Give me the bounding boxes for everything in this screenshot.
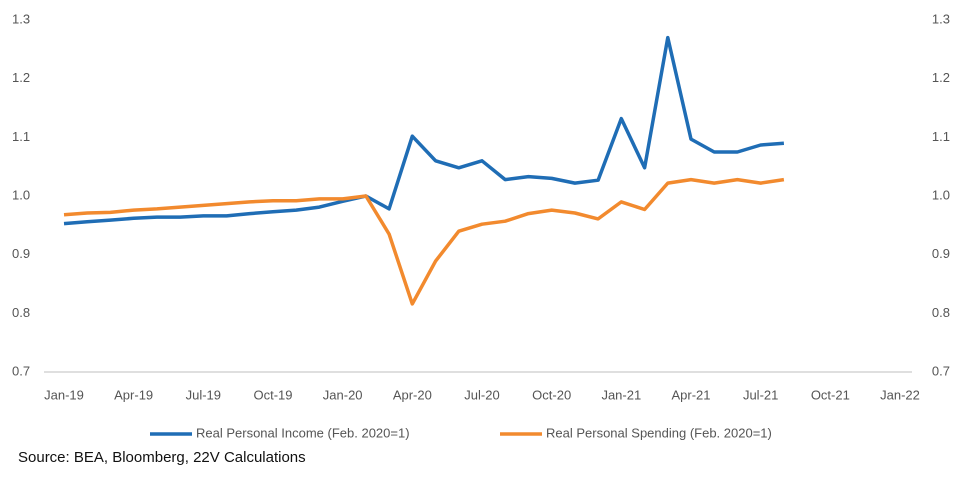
- data-line: [63, 35, 785, 226]
- x-tick-label: Apr-21: [671, 387, 710, 402]
- y-tick-label: 1.2: [12, 70, 30, 85]
- x-tick-label: Oct-19: [253, 387, 292, 402]
- x-tick-label: Jan-20: [323, 387, 363, 402]
- x-tick-label: Jan-22: [880, 387, 920, 402]
- x-tick-label: Jul-19: [186, 387, 221, 402]
- x-tick-label: Jan-21: [601, 387, 641, 402]
- y2-tick-label: 1.3: [932, 11, 950, 26]
- legend-label: Real Personal Income (Feb. 2020=1): [196, 425, 410, 440]
- y-tick-label: 0.8: [12, 305, 30, 320]
- x-tick-label: Apr-20: [393, 387, 432, 402]
- y-tick-label: 1.1: [12, 129, 30, 144]
- y2-tick-label: 0.7: [932, 363, 950, 378]
- x-tick-label: Oct-20: [532, 387, 571, 402]
- y2-tick-label: 0.8: [932, 305, 950, 320]
- x-tick-label: Oct-21: [811, 387, 850, 402]
- y-tick-label: 0.7: [12, 363, 30, 378]
- y2-tick-label: 1.1: [932, 129, 950, 144]
- x-tick-label: Apr-19: [114, 387, 153, 402]
- x-tick-label: Jul-21: [743, 387, 778, 402]
- legend-label: Real Personal Spending (Feb. 2020=1): [546, 425, 772, 440]
- y-tick-label: 0.9: [12, 246, 30, 261]
- y-tick-label: 1.3: [12, 11, 30, 26]
- x-tick-label: Jul-20: [464, 387, 499, 402]
- y-tick-label: 1.0: [12, 187, 30, 202]
- source-note: Source: BEA, Bloomberg, 22V Calculations: [18, 449, 306, 466]
- y2-tick-label: 0.9: [932, 246, 950, 261]
- x-tick-label: Jan-19: [44, 387, 84, 402]
- y2-tick-label: 1.0: [932, 187, 950, 202]
- data-line: [63, 177, 785, 306]
- y2-tick-label: 1.2: [932, 70, 950, 85]
